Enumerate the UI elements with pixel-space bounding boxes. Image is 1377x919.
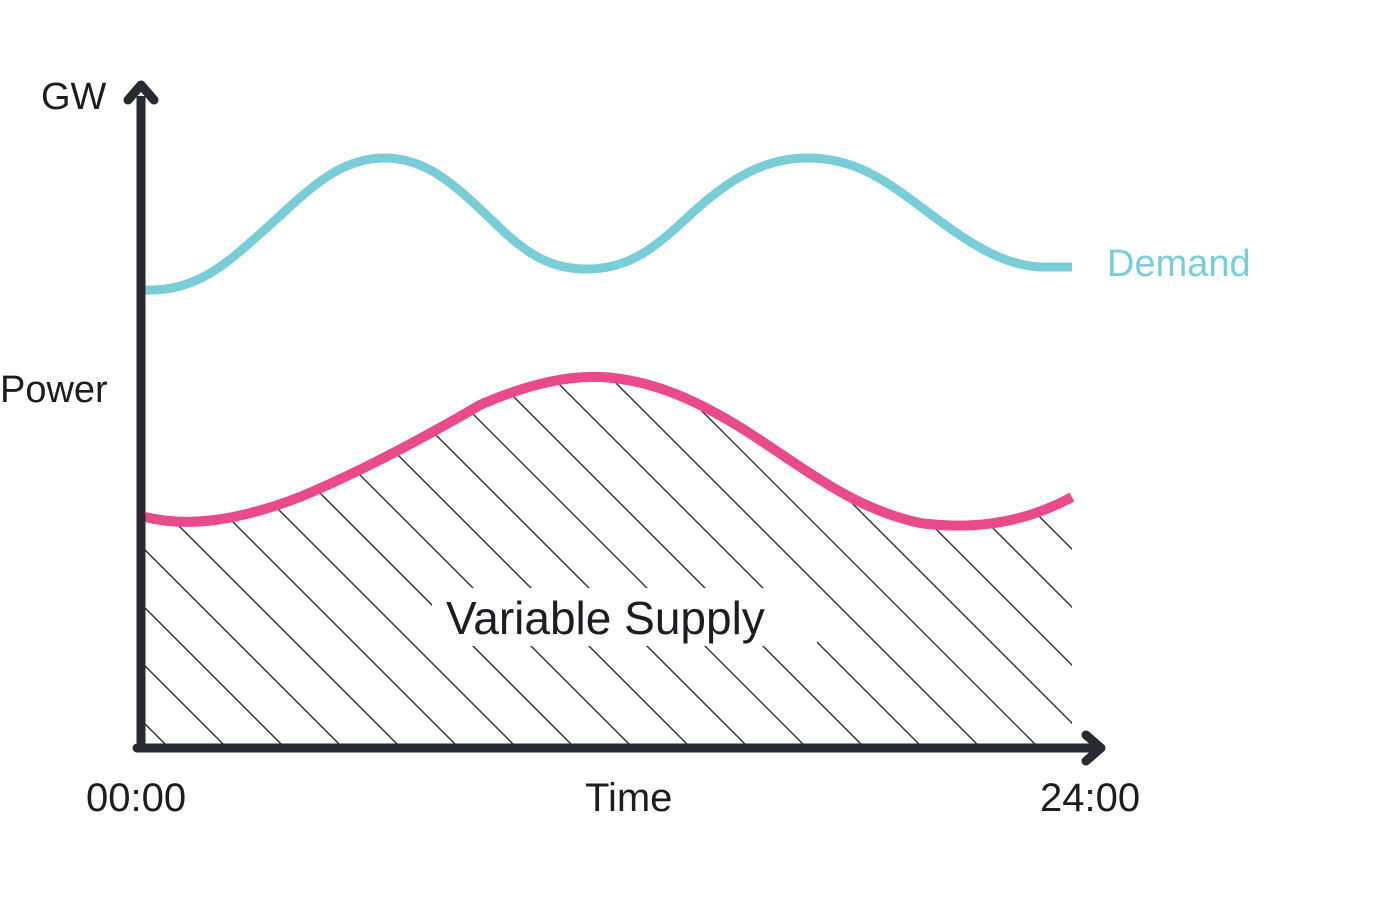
x-end-tick: 24:00	[1040, 776, 1140, 820]
x-axis-arrow-icon	[1081, 730, 1106, 766]
supply-area-hatch	[145, 376, 1072, 748]
demand-curve	[144, 153, 1072, 295]
supply-curve	[143, 371, 1075, 531]
x-start-tick: 00:00	[86, 776, 186, 820]
demand-label: Demand	[1107, 243, 1251, 285]
supply-label-bg	[432, 588, 817, 646]
x-axis	[132, 730, 1106, 766]
y-unit-label: GW	[41, 76, 107, 118]
y-axis-label: Power	[0, 369, 108, 411]
y-axis-arrow-icon	[123, 80, 159, 105]
x-axis-label: Time	[585, 776, 672, 820]
y-axis	[123, 80, 159, 752]
supply-label: Variable Supply	[446, 592, 765, 644]
